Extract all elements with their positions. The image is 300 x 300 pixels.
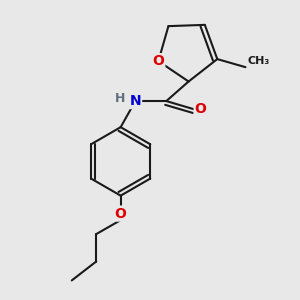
- Text: N: N: [130, 94, 141, 108]
- Text: CH₃: CH₃: [247, 56, 269, 65]
- Text: O: O: [115, 207, 127, 220]
- Text: O: O: [195, 102, 206, 116]
- Text: O: O: [152, 54, 164, 68]
- Text: H: H: [115, 92, 125, 105]
